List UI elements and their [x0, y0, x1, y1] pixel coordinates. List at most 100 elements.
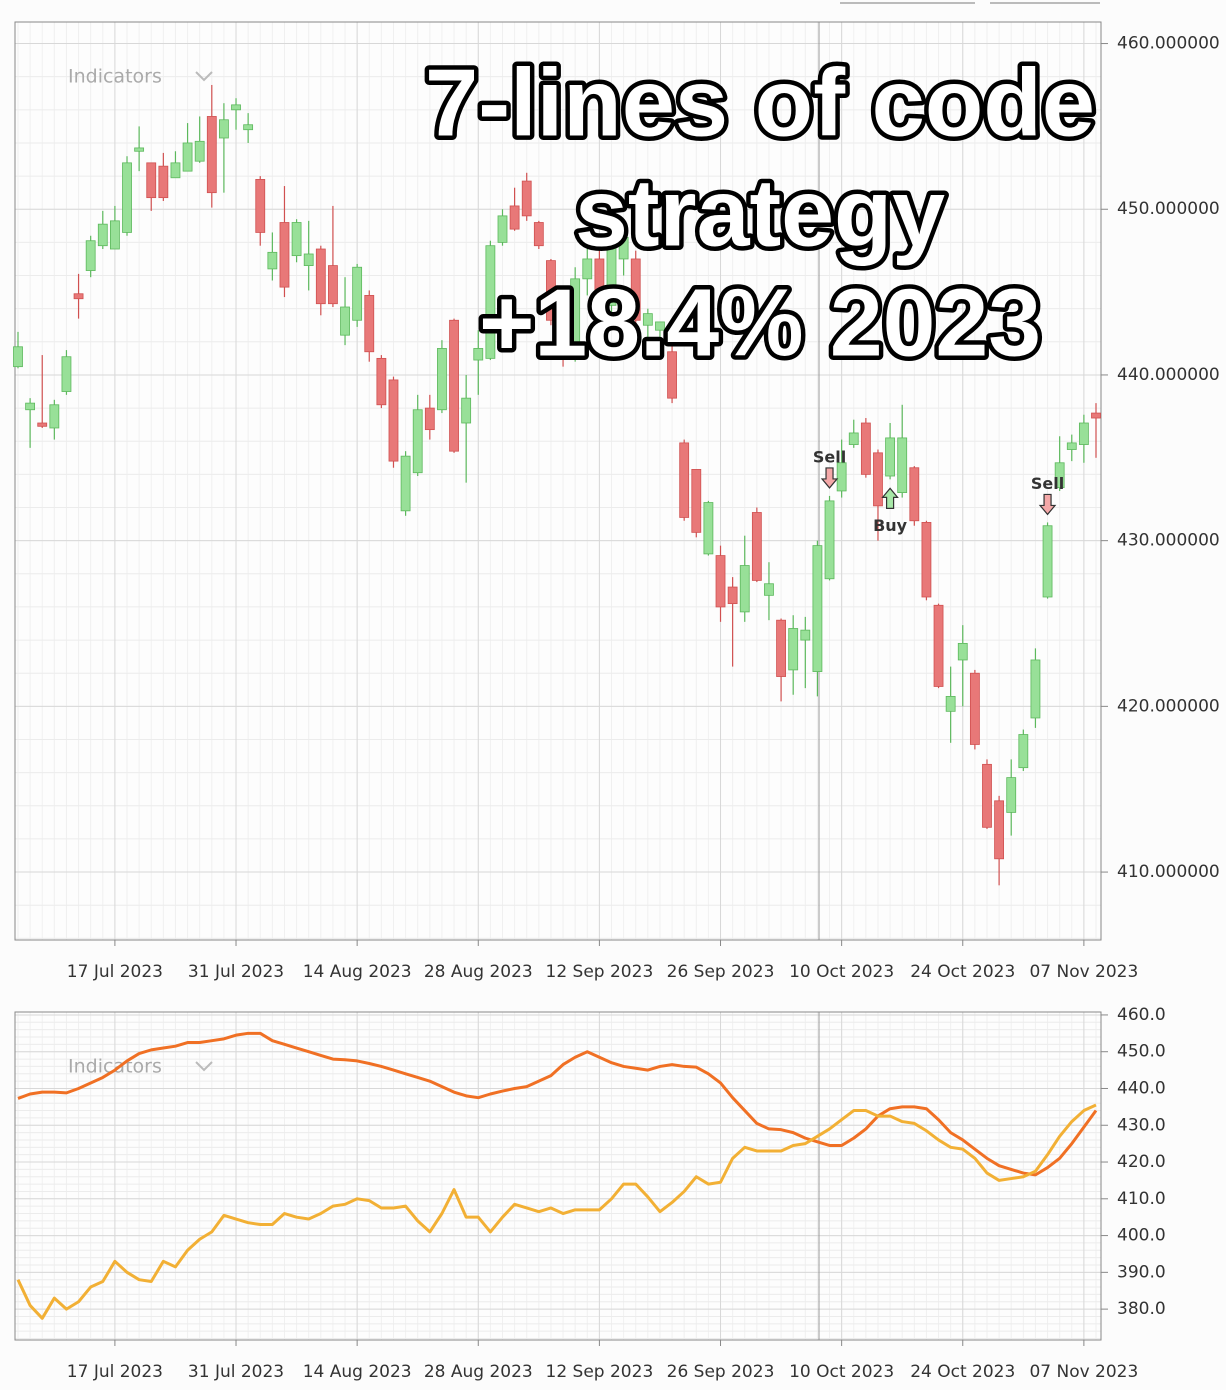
- y-tick-label: 420.000000: [1117, 696, 1220, 716]
- candle-body: [642, 313, 653, 326]
- indicator-line: [16, 1103, 1097, 1320]
- x-tick-label: 28 Aug 2023: [424, 1362, 533, 1382]
- candle-body: [437, 348, 447, 411]
- candle-body: [873, 452, 883, 507]
- candle-body: [836, 462, 847, 492]
- candle-body: [49, 404, 60, 429]
- candle-body: [303, 253, 314, 266]
- y-tick-label: 430.000000: [1117, 531, 1220, 551]
- y-tick-label: 400.0: [1117, 1226, 1166, 1246]
- candle-body: [885, 437, 895, 477]
- candle-body: [255, 179, 266, 233]
- candle-body: [376, 357, 387, 406]
- candle-body: [945, 696, 956, 712]
- candle-body: [473, 348, 484, 361]
- candle-body: [582, 258, 593, 280]
- candle-body: [400, 455, 411, 512]
- candle-body: [109, 220, 120, 250]
- annotation-label: Sell: [813, 447, 846, 466]
- candle-body: [485, 245, 496, 359]
- candle-body: [897, 437, 908, 493]
- candle-body: [461, 397, 472, 424]
- plot-border: [14, 1011, 1102, 1341]
- candle-body: [521, 180, 532, 217]
- y-tick-label: 450.0: [1117, 1042, 1166, 1062]
- candle-body: [170, 162, 181, 179]
- candle-body: [727, 586, 738, 605]
- candle-body: [497, 215, 508, 243]
- candle-body: [122, 162, 132, 233]
- x-tick-label: 17 Jul 2023: [67, 962, 163, 982]
- candle-body: [655, 321, 665, 331]
- candle-body: [679, 442, 690, 518]
- candle-body: [388, 379, 399, 462]
- candle-body: [13, 346, 23, 368]
- candle-body: [739, 565, 750, 613]
- sell-arrow: [820, 467, 839, 489]
- candle-body: [776, 619, 786, 677]
- overlay-text: strategy: [575, 159, 945, 266]
- x-tick-label: 31 Jul 2023: [188, 962, 284, 982]
- candle-body: [630, 258, 641, 321]
- candle-body: [25, 402, 36, 411]
- candle-body: [279, 222, 290, 288]
- x-tick-label: 24 Oct 2023: [910, 1362, 1015, 1382]
- x-tick-label: 10 Oct 2023: [789, 1362, 894, 1382]
- candle-body: [594, 258, 605, 306]
- y-tick-label: 440.0: [1117, 1078, 1166, 1098]
- y-tick-label: 390.0: [1117, 1262, 1166, 1282]
- plot-border: [14, 21, 1102, 941]
- x-tick-label: 26 Sep 2023: [667, 1362, 775, 1382]
- candle-body: [812, 545, 823, 672]
- candle-body: [37, 422, 48, 427]
- candle-body: [182, 142, 193, 172]
- y-tick-label: 460.0: [1117, 1005, 1166, 1025]
- x-tick-label: 28 Aug 2023: [424, 962, 533, 982]
- candle-body: [606, 233, 617, 306]
- candle-body: [703, 502, 714, 555]
- candle-body: [933, 604, 944, 687]
- indicators-chevron: [195, 1061, 213, 1072]
- y-tick-label: 420.0: [1117, 1152, 1166, 1172]
- candle-body: [715, 555, 726, 608]
- candle-body: [146, 162, 157, 199]
- y-tick-label: 410.0: [1117, 1189, 1166, 1209]
- candle-body: [73, 293, 84, 300]
- candle-body: [267, 251, 278, 270]
- candle-body: [352, 266, 363, 321]
- candle-body: [1091, 412, 1101, 419]
- overlay-text: 7-lines of code: [425, 49, 1095, 156]
- buy-arrow: [881, 487, 899, 509]
- candle-body: [994, 800, 1005, 860]
- candle-body: [134, 147, 145, 152]
- candle-body: [206, 116, 217, 194]
- candle-body: [97, 223, 108, 247]
- y-tick-label: 460.000000: [1117, 34, 1220, 54]
- candle-body: [158, 165, 169, 199]
- plot-area: [15, 22, 1101, 940]
- candle-body: [509, 205, 520, 230]
- annotation-label: Sell: [1031, 474, 1064, 493]
- candle-body: [969, 672, 980, 745]
- candle-body: [194, 140, 205, 162]
- candle-body: [364, 295, 375, 353]
- candle-body: [824, 500, 835, 580]
- candle-body: [667, 351, 677, 399]
- x-tick-label: 14 Aug 2023: [303, 962, 412, 982]
- y-tick-label: 440.000000: [1117, 365, 1220, 385]
- overlay-text: +18.4% 2023: [479, 269, 1041, 376]
- candle-body: [1066, 442, 1077, 450]
- candle-body: [1054, 462, 1065, 489]
- candle-body: [1078, 422, 1089, 445]
- candle-body: [860, 422, 871, 475]
- candle-body: [449, 319, 459, 452]
- x-tick-label: 12 Sep 2023: [546, 1362, 654, 1382]
- candle-body: [1018, 734, 1029, 769]
- x-tick-label: 17 Jul 2023: [67, 1362, 163, 1382]
- x-tick-label: 24 Oct 2023: [910, 962, 1015, 982]
- candle-body: [848, 432, 859, 445]
- candle-body: [340, 306, 350, 336]
- candle-body: [424, 407, 435, 431]
- candle-body: [1006, 777, 1017, 813]
- sell-arrow: [1038, 493, 1057, 516]
